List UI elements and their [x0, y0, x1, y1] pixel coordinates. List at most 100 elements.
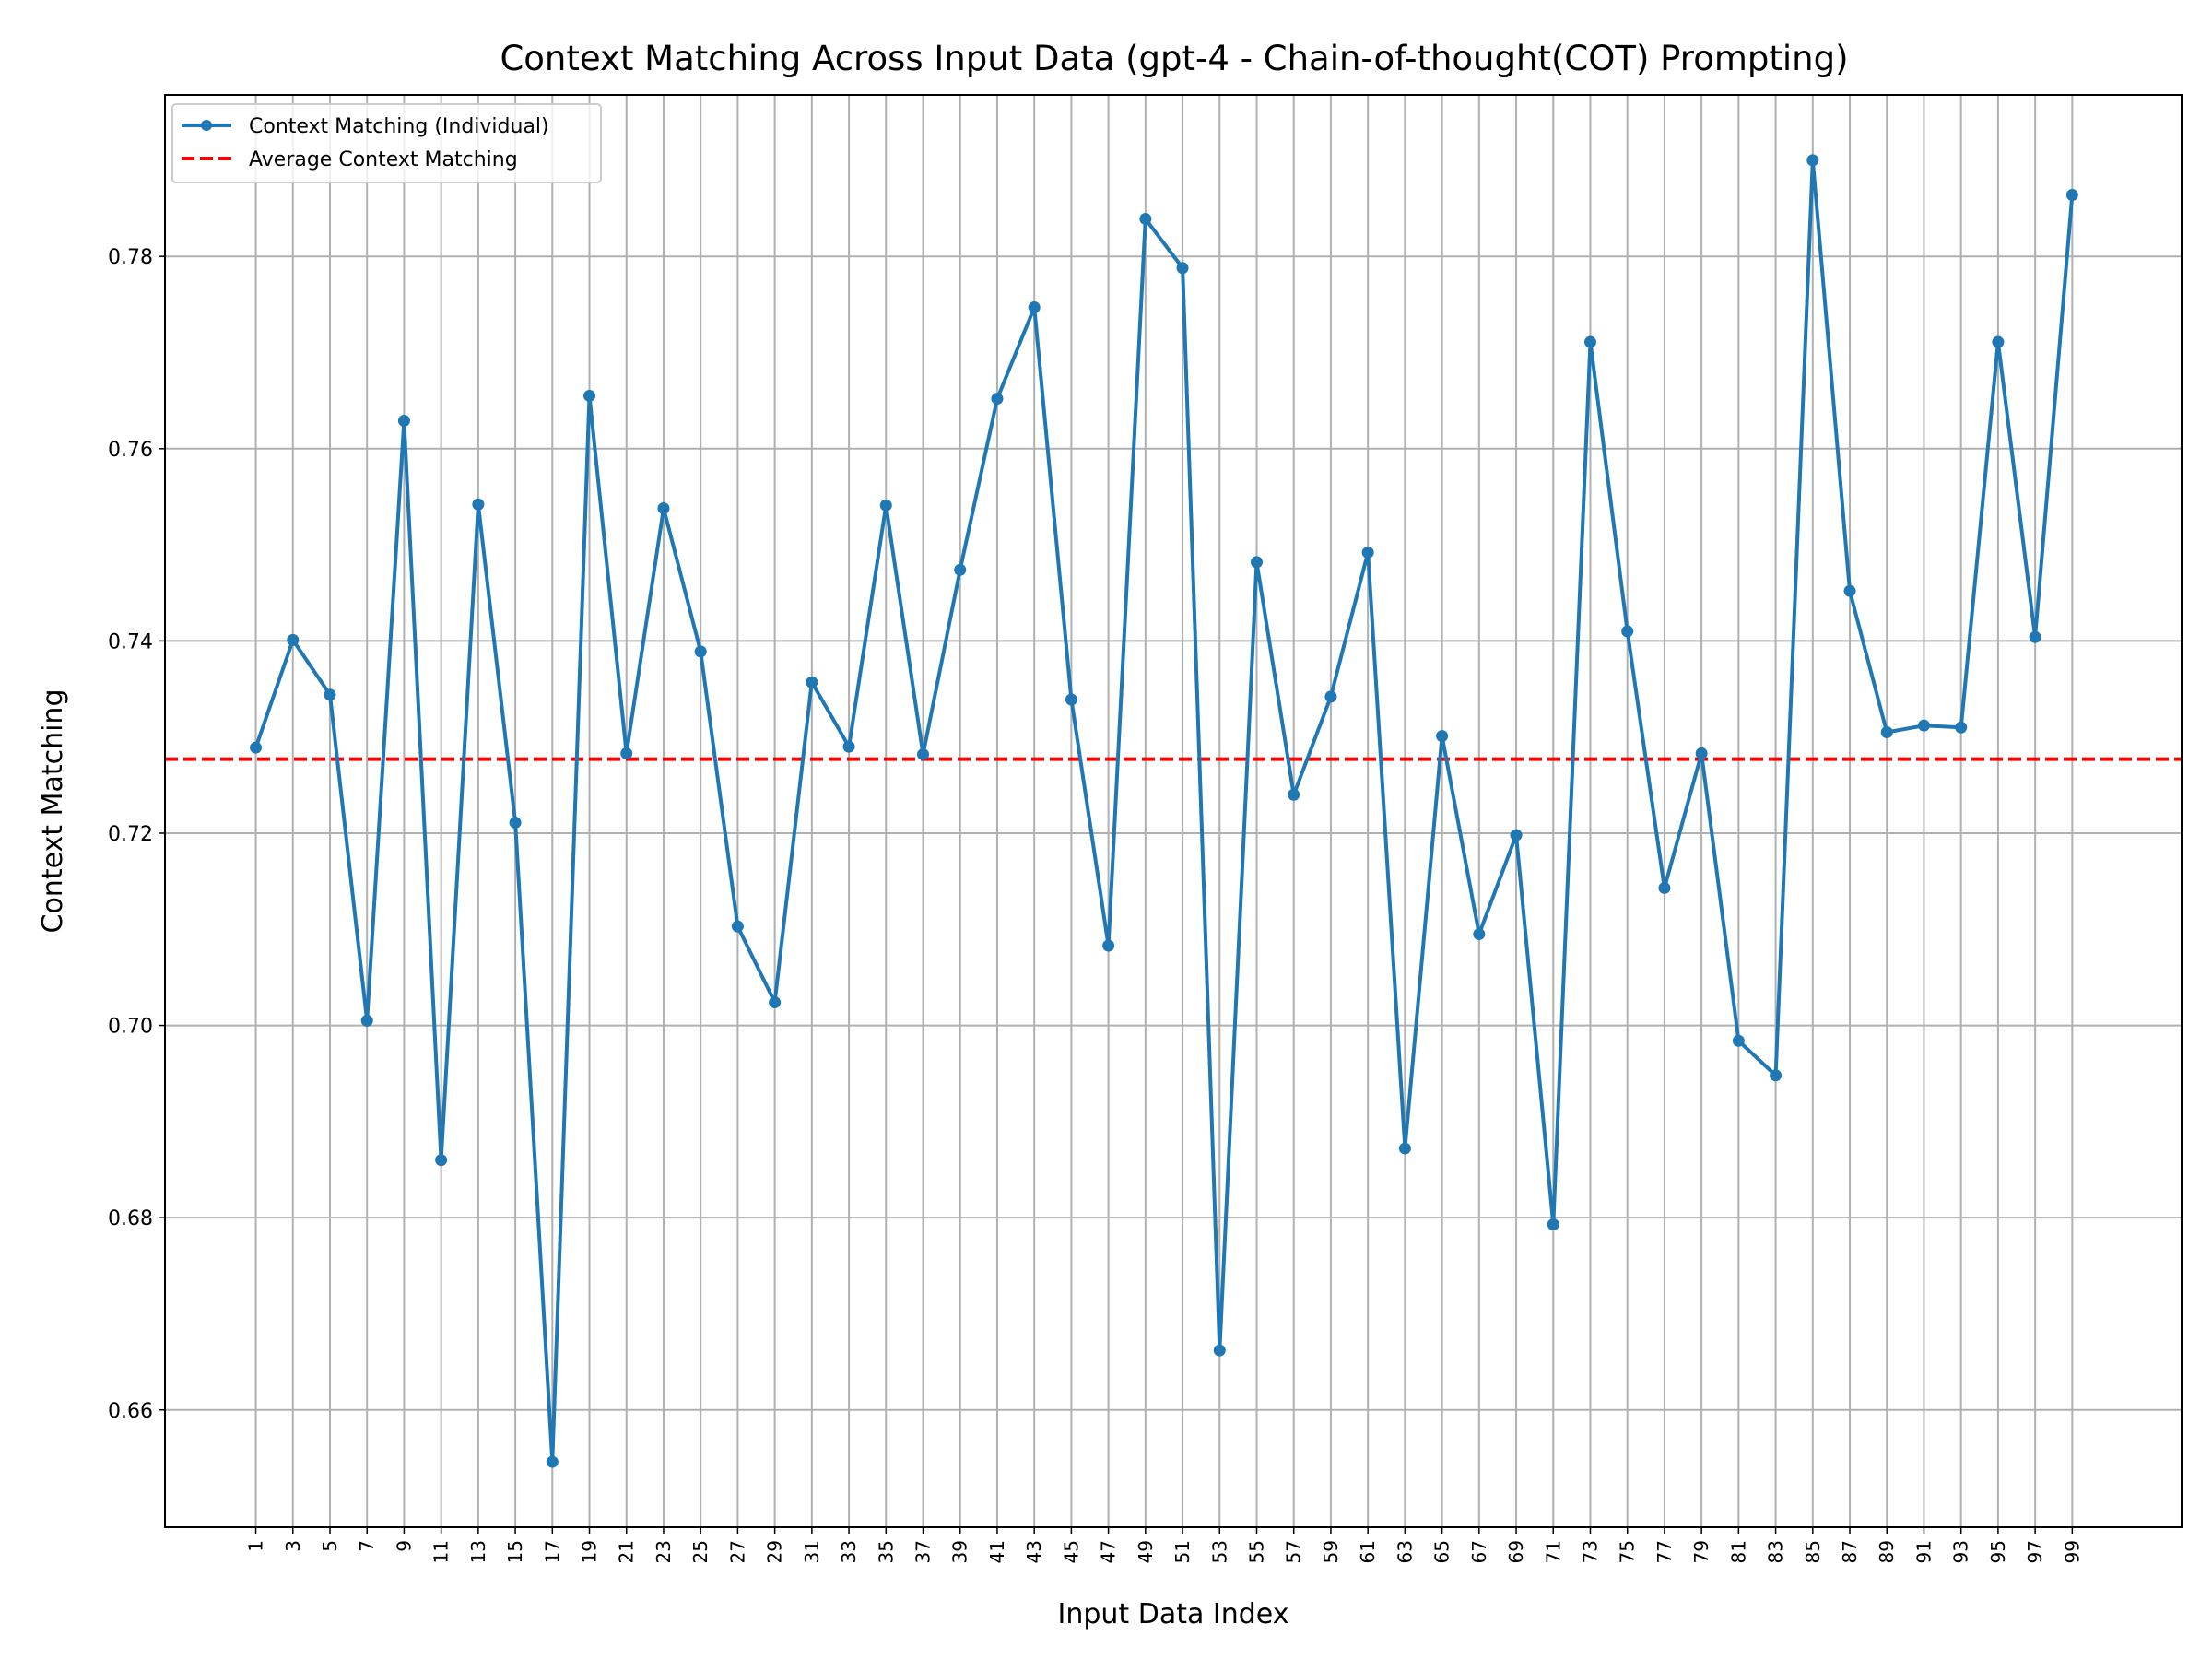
x-tick-label: 63 [1394, 1540, 1416, 1563]
data-point [991, 393, 1004, 406]
data-point [324, 688, 336, 701]
data-point [1361, 546, 1374, 559]
plot-frame [164, 94, 2183, 1528]
x-tick-label: 5 [319, 1540, 341, 1552]
y-tick-label: 0.74 [108, 630, 153, 653]
x-tick-label: 27 [726, 1540, 748, 1563]
data-point [2065, 188, 2078, 201]
data-point [1806, 154, 1819, 167]
y-axis-ticks: 0.66 0.68 0.70 0.72 0.74 0.76 0.78 [108, 246, 165, 1423]
data-point [1583, 335, 1596, 348]
x-tick-label: 61 [1357, 1540, 1379, 1563]
x-tick-label: 55 [1245, 1540, 1267, 1563]
x-tick-label: 97 [2024, 1540, 2046, 1563]
data-point [1621, 625, 1634, 638]
series-layer [250, 154, 2078, 1468]
data-point [1436, 730, 1449, 743]
y-tick-label: 0.78 [108, 246, 153, 269]
data-point [509, 817, 522, 830]
legend-marker-individual [201, 120, 212, 131]
data-point [1917, 719, 1930, 732]
x-tick-label: 91 [1912, 1540, 1935, 1563]
x-tick-label: 47 [1098, 1540, 1120, 1563]
data-point [1510, 829, 1523, 841]
x-tick-label: 31 [801, 1540, 823, 1563]
data-point [657, 501, 670, 514]
x-tick-label: 69 [1505, 1540, 1527, 1563]
x-tick-label: 59 [1320, 1540, 1342, 1563]
x-tick-label: 53 [1208, 1540, 1230, 1563]
legend-label-individual: Context Matching (Individual) [249, 115, 549, 138]
x-tick-label: 35 [875, 1540, 897, 1563]
data-point [769, 996, 782, 1009]
data-point [1547, 1218, 1559, 1230]
x-tick-label: 19 [579, 1540, 601, 1563]
x-tick-label: 81 [1727, 1540, 1749, 1563]
x-tick-label: 75 [1617, 1540, 1639, 1563]
y-axis-label: Context Matching [37, 689, 69, 934]
data-point [1880, 725, 1893, 738]
data-point [1250, 556, 1263, 569]
chart-title: Context Matching Across Input Data (gpt-… [500, 39, 1848, 78]
data-point [1102, 939, 1115, 952]
data-point [954, 563, 967, 576]
grid [165, 95, 2182, 1527]
y-tick-label: 0.72 [108, 823, 153, 846]
data-point [1732, 1034, 1745, 1047]
x-tick-label: 51 [1171, 1540, 1194, 1563]
x-tick-label: 37 [912, 1540, 935, 1563]
x-tick-label: 93 [1950, 1540, 1972, 1563]
x-tick-label: 57 [1283, 1540, 1305, 1563]
data-point [1176, 262, 1189, 275]
x-axis-label: Input Data Index [1058, 1598, 1289, 1630]
x-tick-label: 39 [949, 1540, 971, 1563]
data-point [472, 498, 485, 511]
x-tick-label: 15 [504, 1540, 526, 1563]
x-tick-label: 79 [1690, 1540, 1712, 1563]
data-point [1398, 1142, 1411, 1155]
data-point [1213, 1344, 1226, 1357]
x-tick-label: 33 [838, 1540, 860, 1563]
x-tick-label: 65 [1431, 1540, 1453, 1563]
data-point [250, 741, 263, 754]
x-axis-ticks: 1 3 5 7 9 11 13 15 17 19 21 23 25 27 29 31 33 35 37 39 41 43 4… [245, 1527, 2083, 1563]
x-tick-label: 17 [541, 1540, 563, 1563]
x-tick-label: 99 [2061, 1540, 2083, 1563]
series-line-individual [253, 158, 2075, 1465]
x-tick-label: 1 [245, 1540, 267, 1552]
data-point [1288, 788, 1300, 801]
data-point [546, 1455, 559, 1468]
x-tick-label: 41 [986, 1540, 1008, 1563]
data-point [2029, 630, 2041, 643]
data-point [1658, 881, 1671, 894]
data-point [435, 1154, 448, 1167]
data-point [287, 633, 300, 646]
x-tick-label: 13 [467, 1540, 489, 1563]
data-point [1955, 721, 1968, 734]
legend: Context Matching (Individual) Average Co… [171, 103, 602, 183]
x-tick-label: 21 [616, 1540, 638, 1563]
x-tick-label: 43 [1023, 1540, 1045, 1563]
data-point [694, 645, 707, 658]
x-tick-label: 3 [282, 1540, 304, 1552]
data-point [1028, 300, 1041, 313]
y-tick-label: 0.68 [108, 1207, 153, 1230]
x-tick-label: 45 [1060, 1540, 1082, 1563]
x-tick-label: 89 [1876, 1540, 1898, 1563]
data-point [583, 389, 596, 402]
x-tick-label: 85 [1802, 1540, 1824, 1563]
x-tick-label: 23 [653, 1540, 675, 1563]
data-point [879, 499, 892, 512]
x-tick-label: 95 [1987, 1540, 2009, 1563]
x-tick-label: 29 [764, 1540, 786, 1563]
x-tick-label: 9 [393, 1540, 415, 1552]
legend-box [171, 103, 602, 183]
x-tick-label: 77 [1653, 1540, 1676, 1563]
y-tick-label: 0.76 [108, 439, 153, 462]
x-tick-label: 49 [1135, 1540, 1157, 1563]
data-point [1139, 213, 1152, 226]
data-point [731, 920, 744, 933]
data-point [620, 747, 633, 759]
data-point [806, 676, 818, 688]
